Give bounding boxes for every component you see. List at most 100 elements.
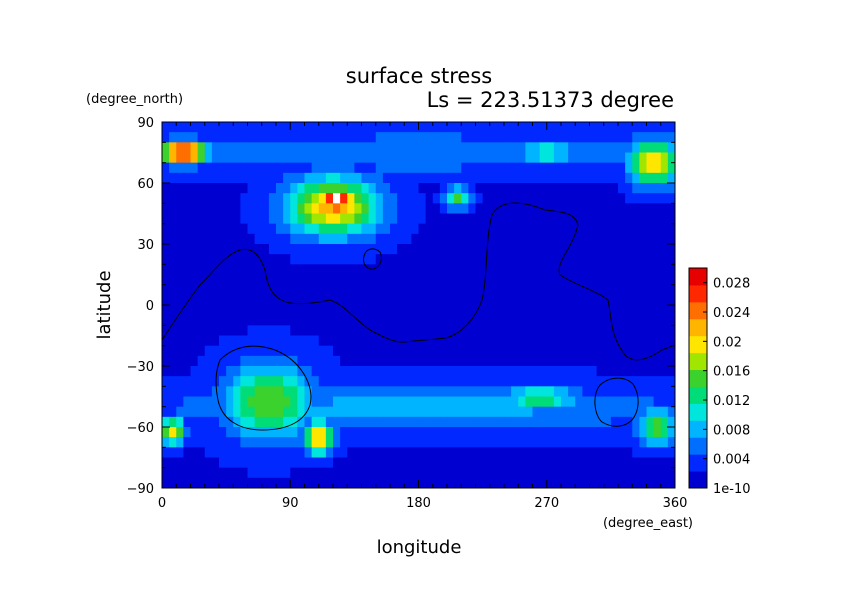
x-axis-ticks: 0 90 180 270 360 bbox=[158, 122, 687, 511]
heatmap-cell bbox=[226, 416, 234, 428]
heatmap-cell bbox=[489, 386, 498, 398]
heatmap-cell bbox=[603, 244, 612, 255]
heatmap-cell bbox=[418, 416, 427, 428]
heatmap-cell bbox=[162, 437, 170, 448]
heatmap-cell bbox=[325, 457, 334, 469]
heatmap-cell bbox=[390, 376, 398, 387]
heatmap-cell bbox=[247, 193, 256, 204]
heatmap-cell bbox=[532, 223, 541, 235]
heatmap-cell bbox=[667, 223, 675, 235]
heatmap-cell bbox=[226, 193, 234, 204]
heatmap-cell bbox=[439, 152, 448, 164]
heatmap-cell bbox=[610, 162, 619, 174]
heatmap-cell bbox=[632, 477, 640, 488]
heatmap-cell bbox=[375, 406, 384, 418]
heatmap-cell bbox=[318, 142, 327, 154]
heatmap-cell bbox=[504, 284, 512, 296]
heatmap-cell bbox=[632, 305, 640, 316]
heatmap-cell bbox=[603, 213, 612, 225]
heatmap-cell bbox=[553, 477, 562, 488]
heatmap-cell bbox=[375, 142, 384, 154]
heatmap-cell bbox=[425, 223, 434, 235]
heatmap-cell bbox=[553, 396, 562, 408]
heatmap-cell bbox=[240, 447, 249, 459]
heatmap-cell bbox=[425, 447, 434, 459]
heatmap-cell bbox=[318, 183, 327, 194]
heatmap-cell bbox=[660, 416, 669, 428]
heatmap-cell bbox=[183, 122, 192, 133]
heatmap-cell bbox=[297, 416, 306, 428]
heatmap-cell bbox=[304, 254, 313, 265]
heatmap-cell bbox=[397, 345, 405, 357]
heatmap-cell bbox=[240, 294, 249, 306]
heatmap-cell bbox=[439, 467, 448, 479]
heatmap-cell bbox=[625, 325, 633, 337]
heatmap-cell bbox=[311, 162, 320, 174]
heatmap-cell bbox=[625, 264, 633, 276]
heatmap-cell bbox=[496, 396, 505, 408]
heatmap-cell bbox=[439, 427, 448, 438]
heatmap-cell bbox=[240, 335, 249, 347]
heatmap-cell bbox=[439, 193, 448, 204]
heatmap-cell bbox=[468, 213, 477, 225]
heatmap-cell bbox=[468, 355, 477, 367]
heatmap-cell bbox=[333, 427, 341, 438]
heatmap-cell bbox=[575, 396, 583, 408]
heatmap-cell bbox=[340, 376, 348, 387]
heatmap-cell bbox=[575, 305, 583, 316]
heatmap-cell bbox=[325, 467, 334, 479]
heatmap-cell bbox=[382, 203, 391, 215]
heatmap-cell bbox=[625, 203, 633, 215]
heatmap-cell bbox=[496, 183, 505, 194]
heatmap-cell bbox=[660, 162, 669, 174]
heatmap-cell bbox=[233, 447, 241, 459]
heatmap-cell bbox=[418, 315, 427, 326]
heatmap-cell bbox=[568, 386, 576, 398]
heatmap-cell bbox=[596, 122, 605, 133]
heatmap-cell bbox=[233, 162, 241, 174]
heatmap-cell bbox=[276, 467, 284, 479]
heatmap-cell bbox=[582, 274, 591, 286]
heatmap-cell bbox=[240, 305, 249, 316]
heatmap-cell bbox=[204, 213, 213, 225]
heatmap-cell bbox=[361, 284, 370, 296]
heatmap-cell bbox=[325, 152, 334, 164]
heatmap-cell bbox=[553, 427, 562, 438]
heatmap-cell bbox=[653, 254, 662, 265]
heatmap-cell bbox=[411, 162, 420, 174]
heatmap-cell bbox=[354, 183, 363, 194]
heatmap-cell bbox=[325, 427, 334, 438]
heatmap-cell bbox=[318, 122, 327, 133]
heatmap-cell bbox=[596, 172, 605, 184]
heatmap-cell bbox=[183, 406, 192, 418]
heatmap-cell bbox=[439, 355, 448, 367]
heatmap-cell bbox=[539, 183, 548, 194]
heatmap-cell bbox=[190, 162, 199, 174]
heatmap-cell bbox=[418, 264, 427, 276]
heatmap-cell bbox=[489, 325, 498, 337]
heatmap-cell bbox=[461, 477, 469, 488]
heatmap-cell bbox=[347, 284, 355, 296]
heatmap-cell bbox=[489, 274, 498, 286]
heatmap-cell bbox=[347, 172, 355, 184]
heatmap-cell bbox=[382, 162, 391, 174]
heatmap-cell bbox=[382, 142, 391, 154]
heatmap-cell bbox=[240, 274, 249, 286]
heatmap-cell bbox=[639, 447, 648, 459]
heatmap-cell bbox=[247, 203, 256, 215]
heatmap-cell bbox=[219, 447, 227, 459]
heatmap-cell bbox=[596, 427, 605, 438]
heatmap-cell bbox=[347, 122, 355, 133]
heatmap-cell bbox=[518, 325, 526, 337]
heatmap-cell bbox=[575, 467, 583, 479]
heatmap-cell bbox=[354, 396, 363, 408]
heatmap-cell bbox=[539, 467, 548, 479]
heatmap-cell bbox=[468, 305, 477, 316]
heatmap-cell bbox=[318, 386, 327, 398]
heatmap-cell bbox=[646, 233, 655, 245]
crater-contour-west bbox=[215, 345, 312, 431]
heatmap-cell bbox=[276, 152, 284, 164]
heatmap-cell bbox=[233, 264, 241, 276]
heatmap-cell bbox=[447, 122, 455, 133]
heatmap-cell bbox=[261, 254, 270, 265]
